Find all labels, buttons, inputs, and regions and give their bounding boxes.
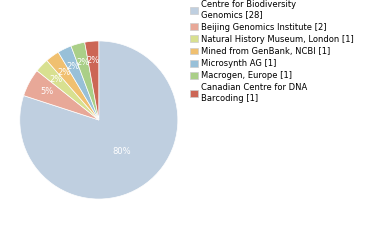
- Wedge shape: [85, 41, 99, 120]
- Legend: Centre for Biodiversity
Genomics [28], Beijing Genomics Institute [2], Natural H: Centre for Biodiversity Genomics [28], B…: [190, 0, 353, 103]
- Wedge shape: [71, 42, 99, 120]
- Text: 2%: 2%: [87, 56, 100, 66]
- Text: 2%: 2%: [49, 75, 63, 84]
- Wedge shape: [37, 60, 99, 120]
- Wedge shape: [58, 46, 99, 120]
- Text: 2%: 2%: [76, 58, 90, 67]
- Wedge shape: [24, 71, 99, 120]
- Text: 5%: 5%: [40, 87, 53, 96]
- Text: 2%: 2%: [57, 67, 71, 77]
- Text: 2%: 2%: [66, 62, 80, 71]
- Wedge shape: [20, 41, 178, 199]
- Text: 80%: 80%: [113, 147, 131, 156]
- Wedge shape: [47, 52, 99, 120]
